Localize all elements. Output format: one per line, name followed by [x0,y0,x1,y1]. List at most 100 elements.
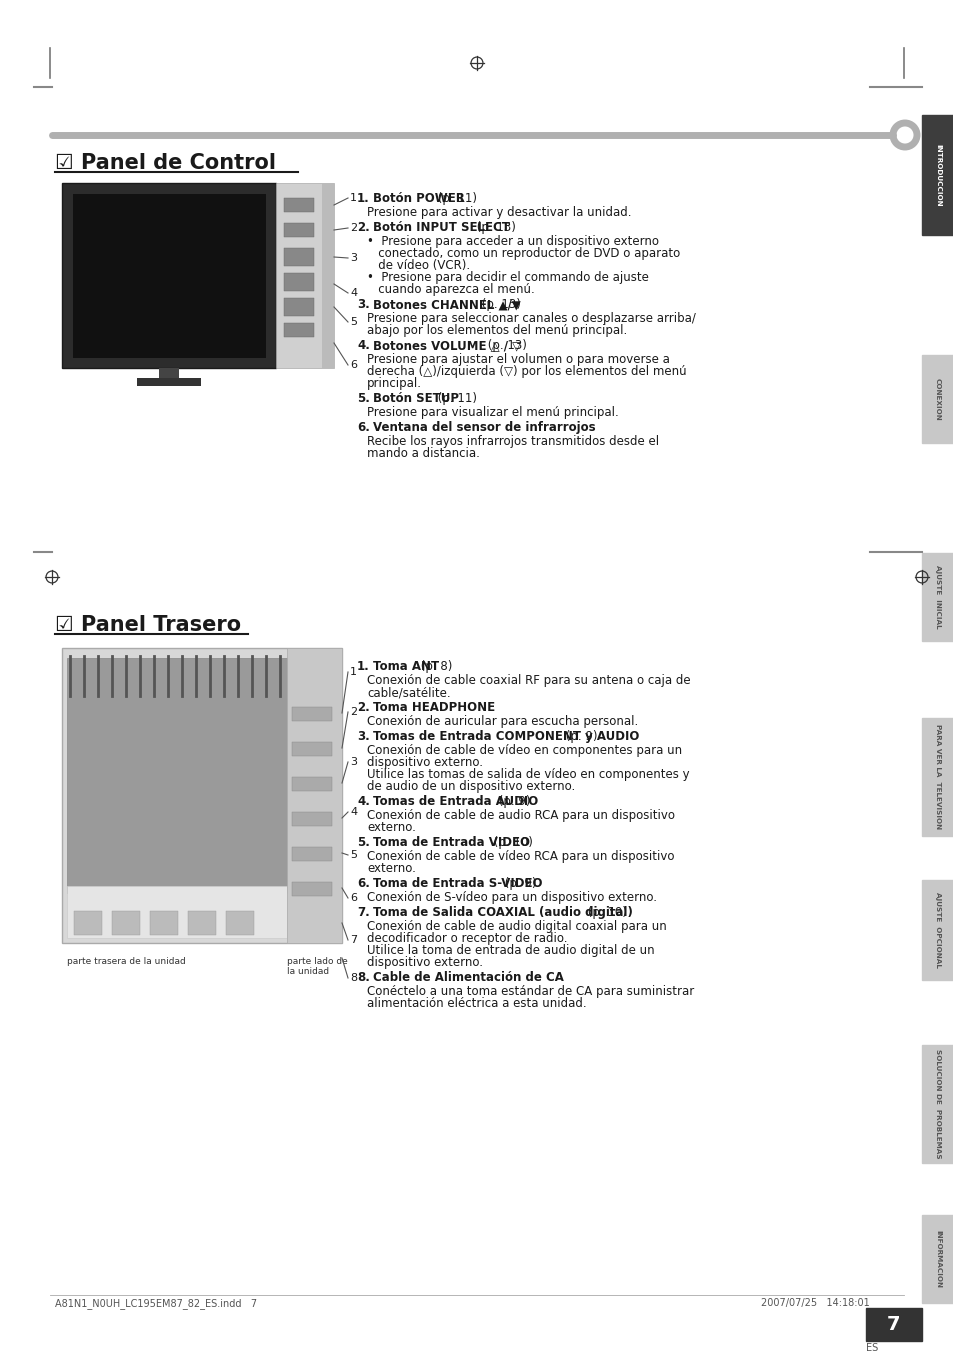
Text: 4.: 4. [356,339,370,353]
Text: 1.: 1. [356,192,370,205]
Text: INTRODUCCION: INTRODUCCION [934,143,940,207]
Text: Cable de Alimentación de CA: Cable de Alimentación de CA [373,971,563,984]
Text: 2.: 2. [356,701,370,713]
Text: Conexión de S-vídeo para un dispositivo externo.: Conexión de S-vídeo para un dispositivo … [367,892,657,904]
Bar [67,658,287,893]
Text: CONEXION: CONEXION [934,378,940,420]
Bar [921,880,953,979]
Text: Ventana del sensor de infrarrojos: Ventana del sensor de infrarrojos [373,422,595,434]
Text: Toma de Salida COAXIAL (audio digital): Toma de Salida COAXIAL (audio digital) [373,907,632,919]
Text: Conexión de cable coaxial RF para su antena o caja de: Conexión de cable coaxial RF para su ant… [367,674,690,688]
Text: A81N1_N0UH_LC195EM87_82_ES.indd   7: A81N1_N0UH_LC195EM87_82_ES.indd 7 [55,1298,257,1309]
Text: 4: 4 [350,807,356,817]
Text: (p. 11): (p. 11) [434,192,476,205]
Text: Botones VOLUME △ / ▽: Botones VOLUME △ / ▽ [373,339,520,353]
Text: ☑ Panel de Control: ☑ Panel de Control [55,153,275,173]
Text: Utilice las tomas de salida de vídeo en componentes y: Utilice las tomas de salida de vídeo en … [367,767,689,781]
Text: INFORMACION: INFORMACION [934,1229,940,1288]
Text: de audio de un dispositivo externo.: de audio de un dispositivo externo. [367,780,575,793]
Text: AJUSTE  OPCIONAL: AJUSTE OPCIONAL [934,892,940,967]
Text: 3.: 3. [356,730,370,743]
Text: cuando aparezca el menú.: cuando aparezca el menú. [367,282,535,296]
Bar [921,115,953,235]
Bar [921,1215,953,1302]
Text: derecha (△)/izquierda (▽) por los elementos del menú: derecha (△)/izquierda (▽) por los elemen… [367,365,686,378]
Text: SOLUCION DE  PROBLEMAS: SOLUCION DE PROBLEMAS [934,1050,940,1159]
Bar [62,182,275,367]
Text: Recibe los rayos infrarrojos transmitidos desde el: Recibe los rayos infrarrojos transmitido… [367,435,659,449]
Text: cable/satélite.: cable/satélite. [367,686,450,698]
Text: Tomas de Entrada COMPONENT y AUDIO: Tomas de Entrada COMPONENT y AUDIO [373,730,639,743]
Text: (p. 9): (p. 9) [495,794,530,808]
Text: •  Presione para acceder a un dispositivo externo: • Presione para acceder a un dispositivo… [367,235,659,249]
Text: 5.: 5. [356,836,370,848]
Text: Utilice la toma de entrada de audio digital de un: Utilice la toma de entrada de audio digi… [367,944,654,957]
Text: externo.: externo. [367,821,416,834]
Bar [67,886,287,938]
Bar [292,742,332,757]
Text: •  Presione para decidir el commando de ajuste: • Presione para decidir el commando de a… [367,272,648,284]
Bar [287,648,341,943]
Bar [137,378,201,386]
Text: AJUSTE  INICIAL: AJUSTE INICIAL [934,565,940,628]
Bar [284,299,314,316]
Text: 3: 3 [350,253,356,263]
Bar [292,777,332,790]
Bar [284,223,314,236]
Text: Botones CHANNEL ▲/▼: Botones CHANNEL ▲/▼ [373,299,520,311]
Bar [150,911,178,935]
Text: (p. 9): (p. 9) [500,877,536,890]
Bar [112,911,140,935]
Text: 8: 8 [350,973,356,984]
Text: Tomas de Entrada AUDIO: Tomas de Entrada AUDIO [373,794,537,808]
Text: PARA VER LA  TELEVISION: PARA VER LA TELEVISION [934,724,940,830]
Text: Presione para ajustar el volumen o para moverse a: Presione para ajustar el volumen o para … [367,353,669,366]
Text: Toma de Entrada S-VIDEO: Toma de Entrada S-VIDEO [373,877,542,890]
Text: (p. 8): (p. 8) [417,661,453,673]
Text: 1: 1 [350,667,356,677]
Text: conectado, como un reproductor de DVD o aparato: conectado, como un reproductor de DVD o … [367,247,679,259]
Text: (p. 9): (p. 9) [561,730,597,743]
Text: 4.: 4. [356,794,370,808]
Bar [921,1046,953,1163]
Text: principal.: principal. [367,377,421,390]
Text: (p. 13): (p. 13) [473,222,516,234]
Text: decodificador o receptor de radio.: decodificador o receptor de radio. [367,932,567,944]
Bar [275,182,334,367]
Text: 1.: 1. [356,661,370,673]
Text: (p. 13): (p. 13) [483,339,526,353]
Text: ES: ES [865,1343,878,1351]
Text: 4: 4 [350,288,356,299]
Bar [284,273,314,290]
Text: Presione para seleccionar canales o desplazarse arriba/: Presione para seleccionar canales o desp… [367,312,695,326]
Text: 2: 2 [350,707,356,717]
Text: 1: 1 [350,193,356,203]
Bar [921,553,953,640]
Text: mando a distancia.: mando a distancia. [367,447,479,459]
Bar [292,882,332,896]
Text: Conexión de cable de vídeo RCA para un dispositivo: Conexión de cable de vídeo RCA para un d… [367,850,674,863]
Bar [921,355,953,443]
Text: de vídeo (VCR).: de vídeo (VCR). [367,259,470,272]
Text: Conexión de auricular para escucha personal.: Conexión de auricular para escucha perso… [367,715,638,728]
Bar [292,847,332,861]
Text: abajo por los elementos del menú principal.: abajo por los elementos del menú princip… [367,324,626,336]
Text: 6.: 6. [356,422,370,434]
Bar [62,648,341,943]
Text: Botón SETUP: Botón SETUP [373,392,458,405]
Bar [284,323,314,336]
Text: Presione para visualizar el menú principal.: Presione para visualizar el menú princip… [367,407,618,419]
Text: (p. 11): (p. 11) [434,392,476,405]
Text: dispositivo externo.: dispositivo externo. [367,957,482,969]
Text: Toma HEADPHONE: Toma HEADPHONE [373,701,495,713]
Text: (p. 13): (p. 13) [478,299,520,311]
Text: 2007/07/25   14:18:01: 2007/07/25 14:18:01 [760,1298,869,1308]
Bar [292,812,332,825]
Text: alimentación eléctrica a esta unidad.: alimentación eléctrica a esta unidad. [367,997,586,1011]
Text: ☑ Panel Trasero: ☑ Panel Trasero [55,615,241,635]
Bar [159,367,179,378]
Text: Presione para activar y desactivar la unidad.: Presione para activar y desactivar la un… [367,205,631,219]
Bar [322,182,334,367]
Text: 6.: 6. [356,877,370,890]
Bar [284,199,314,212]
